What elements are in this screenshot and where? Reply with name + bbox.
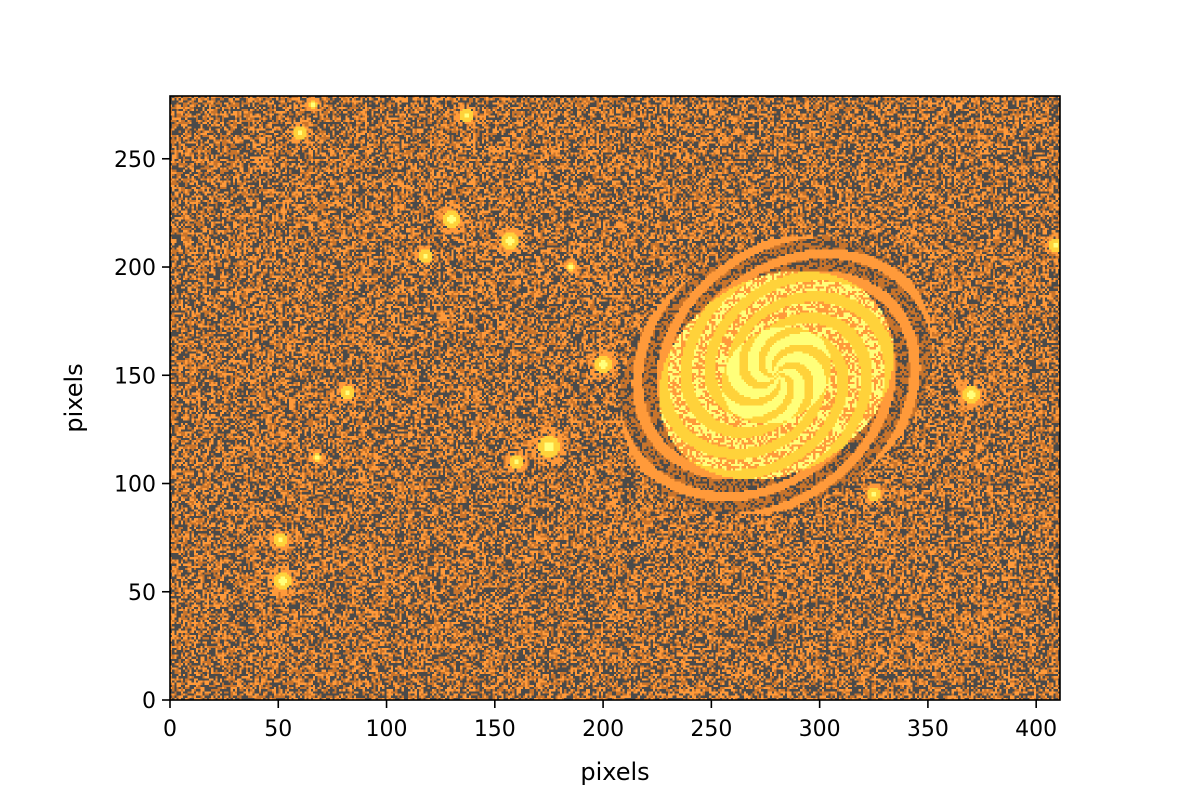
x-tick-label: 400 [1015,717,1057,742]
image-plot-area [170,96,1060,700]
y-tick-label: 150 [114,364,156,389]
y-tick-label: 0 [142,689,156,714]
y-ticks: 0 50 100 150 200 250 [114,148,170,714]
axes-frame [169,95,1061,701]
x-tick-label: 150 [474,717,516,742]
x-tick-label: 350 [907,717,949,742]
x-tick-label: 0 [163,717,177,742]
y-axis-label: pixels [60,363,88,432]
x-axis-label: pixels [580,758,649,786]
y-tick-label: 100 [114,473,156,498]
x-tick-label: 50 [264,717,292,742]
y-tick-label: 50 [128,581,156,606]
x-tick-label: 300 [799,717,841,742]
x-tick-label: 250 [690,717,732,742]
galaxy-image [170,96,1060,700]
x-ticks: 0 50 100 150 200 250 300 350 400 [163,700,1057,742]
y-tick-label: 200 [114,256,156,281]
y-tick-label: 250 [114,148,156,173]
x-tick-label: 100 [366,717,408,742]
x-tick-label: 200 [582,717,624,742]
